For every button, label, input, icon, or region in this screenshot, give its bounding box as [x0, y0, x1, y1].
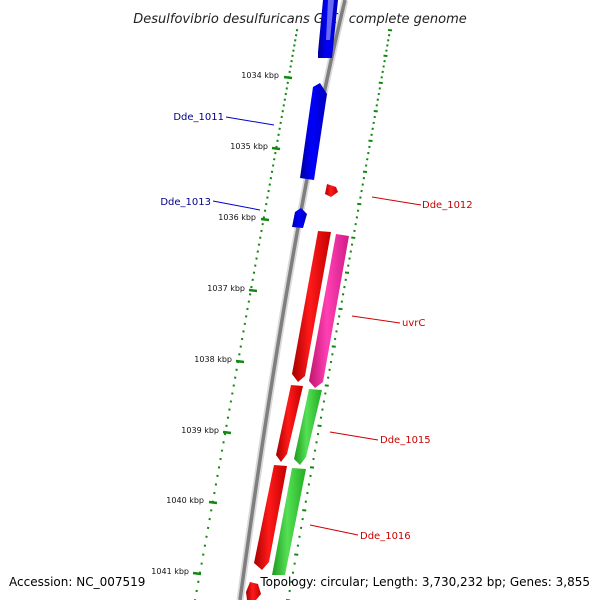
gene-label-dde-1013[interactable]: Dde_1013	[160, 197, 211, 208]
plus-strand-features	[246, 184, 349, 600]
kbp-tick	[248, 288, 258, 293]
gene-feature-dde-1012[interactable]	[325, 184, 338, 197]
gene-feature-uvrc[interactable]	[309, 234, 349, 388]
leader-line	[351, 315, 401, 324]
kbp-tick	[271, 146, 281, 151]
kbp-tick	[260, 217, 270, 222]
kbp-label: 1035 kbp	[230, 142, 268, 151]
gene-label-uvrc[interactable]: uvrC	[402, 318, 425, 329]
gene-feature[interactable]	[326, 0, 334, 40]
kbp-tick	[208, 500, 218, 505]
leader-line	[212, 200, 261, 211]
leader-line	[309, 524, 359, 536]
kbp-label: 1036 kbp	[218, 213, 256, 222]
kbp-label: 1037 kbp	[207, 284, 245, 293]
kbp-label: 1034 kbp	[241, 71, 279, 80]
accession-text: Accession: NC_007519	[9, 575, 145, 589]
kbp-tick	[222, 430, 232, 435]
genome-backbone-core	[238, 0, 347, 600]
gene-label-dde-1016[interactable]: Dde_1016	[360, 531, 411, 542]
gene-feature-dde-1016-left[interactable]	[254, 465, 287, 570]
gene-feature-dde-1016[interactable]	[272, 468, 306, 575]
leader-line	[329, 431, 379, 441]
kbp-label: 1041 kbp	[151, 567, 189, 576]
gene-feature-dde-1015-left[interactable]	[276, 385, 303, 462]
kbp-label: 1039 kbp	[181, 426, 219, 435]
kbp-label: 1040 kbp	[166, 496, 204, 505]
gene-feature[interactable]	[246, 582, 261, 600]
outer-tick-row	[286, 29, 393, 600]
minus-strand-features	[292, 0, 338, 228]
gene-label-dde-1011[interactable]: Dde_1011	[173, 112, 224, 123]
kbp-tick	[235, 359, 245, 364]
map-title: Desulfovibrio desulfuricans G20, complet…	[133, 12, 467, 27]
gene-label-dde-1015[interactable]: Dde_1015	[380, 435, 431, 446]
kbp-label: 1038 kbp	[194, 355, 232, 364]
gene-feature-uvrc-left[interactable]	[292, 231, 331, 382]
gene-feature-dde-1015[interactable]	[294, 389, 322, 465]
kbp-tick	[283, 75, 293, 80]
leader-line	[371, 196, 422, 206]
kbp-tick	[192, 571, 202, 576]
label-leaders	[212, 116, 422, 536]
gene-feature-dde-1011[interactable]	[300, 83, 327, 180]
kbp-scale: 1034 kbp 1035 kbp 1036 kbp 1037 kbp 1038…	[151, 71, 293, 576]
gene-label-dde-1012[interactable]: Dde_1012	[422, 200, 473, 211]
genome-summary-text: Topology: circular; Length: 3,730,232 bp…	[259, 575, 590, 589]
leader-line	[225, 116, 275, 126]
gene-feature-dde-1013[interactable]	[292, 208, 307, 228]
gene-labels: Dde_1011 Dde_1013 Dde_1012 uvrC Dde_1015…	[160, 112, 472, 542]
